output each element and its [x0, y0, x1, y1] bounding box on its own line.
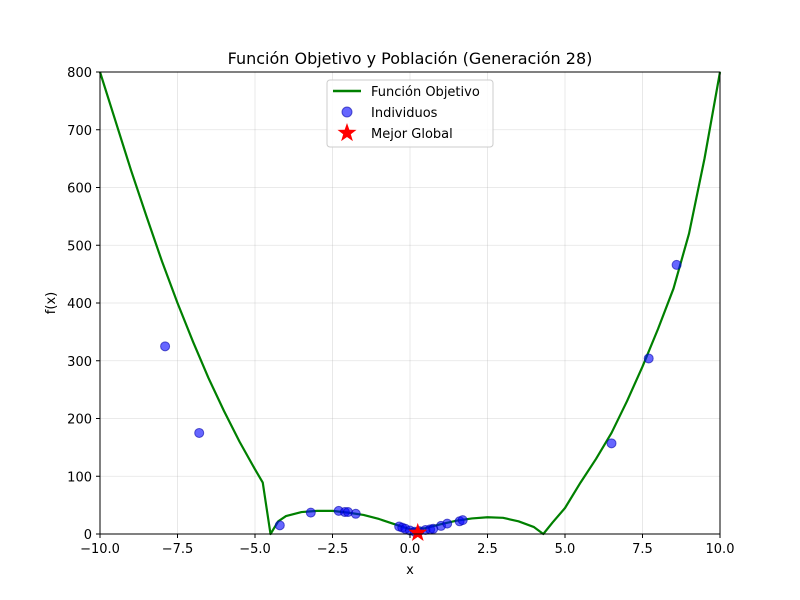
y-tick-label: 300	[67, 355, 92, 370]
scatter-point-individuo	[350, 508, 361, 519]
legend-box	[326, 79, 494, 148]
y-tick-label: 800	[67, 66, 92, 81]
x-tick-label: 5.0	[555, 542, 576, 557]
legend-label-funcion-objetivo: Función Objetivo	[371, 85, 480, 100]
series-layer	[98, 71, 722, 541]
x-tick-label: 7.5	[632, 542, 653, 557]
scatter-point-individuo	[457, 515, 468, 526]
ticks: −10.0 −7.5 −5.0 −2.5 0.0 2.5 5.0 7.5 10.0 0 100 200…	[67, 66, 734, 557]
legend-dot-swatch	[341, 106, 353, 118]
scatter-point-individuo	[274, 520, 285, 531]
y-tick-label: 100	[67, 470, 92, 485]
legend-star-swatch	[337, 123, 357, 142]
x-tick-label: −2.5	[317, 542, 349, 557]
scatter-point-individuo	[194, 427, 205, 438]
y-tick-label: 600	[67, 182, 92, 197]
x-tick-label: −7.5	[162, 542, 194, 557]
scatter-point-individuo	[643, 353, 654, 364]
legend-label-mejor-global: Mejor Global	[371, 127, 453, 142]
y-tick-label: 400	[67, 297, 92, 312]
x-tick-label: −5.0	[239, 542, 271, 557]
chart-title: Función Objetivo y Población (Generación…	[228, 49, 593, 68]
y-tick-label: 700	[67, 124, 92, 139]
x-axis-label: x	[406, 563, 414, 578]
x-tick-label: 0.0	[400, 542, 421, 557]
x-tick-label: 10.0	[706, 542, 735, 557]
scatter-point-individuo	[442, 518, 453, 529]
scatter-point-individuo	[160, 341, 171, 352]
y-axis-label: f(x)	[44, 292, 59, 314]
scatter-point-individuo	[671, 259, 682, 270]
y-tick-label: 500	[67, 239, 92, 254]
legend-label-individuos: Individuos	[371, 106, 438, 121]
scatter-point-individuo	[606, 438, 617, 449]
x-tick-label: 2.5	[477, 542, 498, 557]
x-tick-label: −10.0	[80, 542, 120, 557]
y-tick-label: 200	[67, 413, 92, 428]
scatter-point-individuo	[305, 507, 316, 518]
y-tick-label: 0	[84, 528, 92, 543]
legend: Función Objetivo Individuos Mejor Global	[326, 79, 494, 148]
best-global-star	[408, 522, 428, 541]
